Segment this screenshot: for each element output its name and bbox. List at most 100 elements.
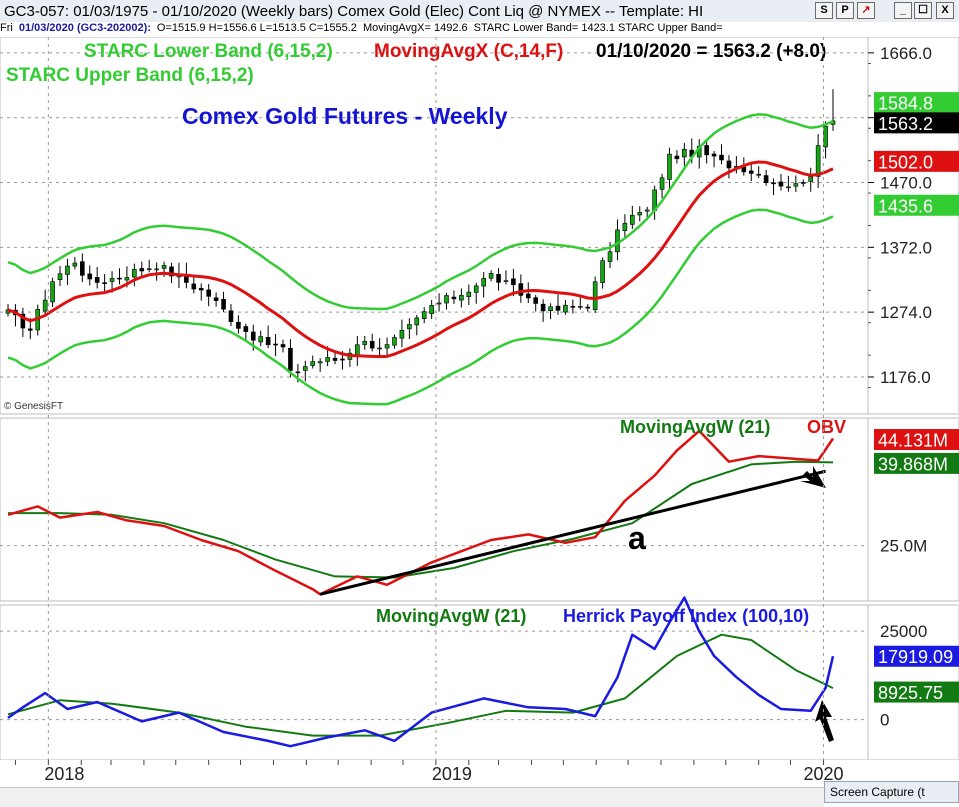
candle-body — [369, 340, 375, 349]
candles — [5, 89, 836, 383]
candle-body — [719, 154, 724, 161]
candle-body — [600, 260, 605, 283]
candle-body — [57, 273, 63, 281]
price-axis-tick-5: 1274.0 — [880, 303, 932, 322]
candle-body — [429, 305, 434, 314]
candle-body — [295, 371, 301, 374]
candle-body — [399, 330, 405, 339]
chart-area[interactable]: 1666.01568.01470.01372.01274.01176.0STAR… — [0, 37, 959, 787]
candle-body — [20, 313, 26, 329]
hpi-label-moving-avg-bg — [874, 681, 959, 703]
candle-body — [503, 280, 509, 282]
candle-body — [377, 347, 382, 350]
candle-body — [421, 311, 427, 319]
candle-body — [622, 222, 628, 231]
hpi-axis-tick-2: 0 — [880, 711, 889, 730]
legend-starc-lower: STARC Lower Band (6,15,2) — [84, 41, 333, 62]
data-info-bar: Fri 01/03/2020 (GC3-202002): O=1515.9 H=15… — [0, 22, 959, 37]
obv-line — [7, 429, 835, 596]
legend-moving-avg: MovingAvgX (C,14,F) — [374, 41, 563, 62]
obv-label-moving-avg: 39.868M — [878, 454, 948, 474]
candle-body — [72, 262, 78, 267]
candle-body — [94, 277, 100, 283]
chart-title: Comex Gold Futures - Weekly — [182, 103, 508, 129]
maximize-button[interactable]: ☐ — [914, 2, 932, 19]
info-date: 01/03/2020 (GC3-202002): — [18, 22, 151, 34]
candle-body — [407, 324, 412, 330]
price-label-last: 1563.2 — [878, 114, 933, 134]
candle-body — [481, 278, 486, 287]
hpi-arrow-icon — [815, 700, 834, 742]
minimize-button[interactable]: _ — [894, 2, 912, 19]
watermark: © GenesisFT — [4, 401, 63, 412]
price-axis-tick-4: 1372.0 — [880, 238, 932, 257]
candle-body — [332, 357, 338, 361]
legend-last-value: 01/10/2020 = 1563.2 (+8.0) — [596, 41, 826, 62]
candle-body — [250, 331, 256, 341]
date-axis-band — [0, 760, 959, 787]
panel-frame-3 — [0, 604, 959, 761]
candle-body — [198, 287, 204, 291]
price-label-lower-band: 1435.6 — [878, 196, 933, 216]
hpi-axis-tick-1: 25000 — [880, 622, 927, 641]
candle-body — [570, 306, 576, 308]
obv-trendline — [319, 469, 826, 596]
hpi-label-hpi-bg — [874, 645, 959, 667]
candle-body — [563, 304, 568, 313]
moving-average-line — [7, 160, 834, 359]
obv-arrow-icon — [800, 466, 826, 488]
candle-body — [124, 277, 130, 281]
candle-body — [644, 209, 650, 212]
candle-body — [340, 358, 345, 361]
candle-body — [659, 177, 665, 190]
trendline-annotation: a — [628, 520, 646, 556]
hpi-legend-hpi: Herrick Payoff Index (100,10) — [563, 606, 809, 626]
candle-body — [488, 273, 494, 279]
candle-body — [748, 170, 754, 174]
x-axis-tick-2: 2019 — [432, 764, 472, 784]
hpi-label-moving-avg: 8925.75 — [878, 683, 943, 703]
export-icon[interactable]: ↗ — [857, 2, 875, 19]
candle-body — [50, 281, 55, 303]
candle-body — [362, 340, 368, 345]
info-day: Fri — [0, 22, 13, 34]
candle-body — [815, 145, 821, 177]
candle-body — [473, 285, 479, 293]
candle-body — [667, 153, 672, 180]
candle-body — [511, 278, 516, 286]
candle-body — [161, 265, 167, 269]
obv-label-obv: 44.131M — [878, 431, 948, 451]
candle-body — [102, 282, 107, 284]
panel-frame-2 — [0, 417, 959, 602]
horizontal-scrollbar[interactable] — [0, 787, 824, 807]
candle-body — [310, 361, 316, 366]
close-button[interactable]: X — [936, 2, 954, 19]
p-button[interactable]: P — [836, 2, 854, 19]
candle-body — [771, 182, 776, 185]
candle-body — [65, 265, 70, 275]
candle-body — [459, 295, 464, 301]
candle-body — [117, 277, 122, 280]
candle-body — [109, 278, 115, 282]
candle-body — [280, 344, 286, 348]
x-axis-tick-3: 2020 — [803, 764, 843, 784]
candle-body — [808, 176, 814, 182]
price-axis-tick-3: 1470.0 — [880, 174, 932, 193]
price-label-upper-band: 1584.8 — [878, 94, 933, 114]
obv-label-moving-avg-bg — [874, 452, 959, 474]
candle-body — [384, 344, 390, 349]
candle-body — [265, 336, 271, 346]
candle-body — [436, 302, 442, 305]
candle-body — [228, 310, 234, 322]
candle-body — [206, 289, 211, 297]
candle-body — [80, 261, 85, 276]
candle-body — [756, 173, 761, 176]
obv-legend-moving-avg: MovingAvgW (21) — [620, 417, 770, 437]
candle-body — [169, 266, 174, 277]
info-starc: STARC Lower Band= 1423.1 STARC Upper Ban… — [473, 22, 723, 34]
candle-body — [674, 155, 680, 160]
candle-body — [355, 344, 360, 356]
candle-body — [236, 321, 241, 329]
s-button[interactable]: S — [815, 2, 833, 19]
price-label-lower-band-bg — [874, 194, 959, 216]
